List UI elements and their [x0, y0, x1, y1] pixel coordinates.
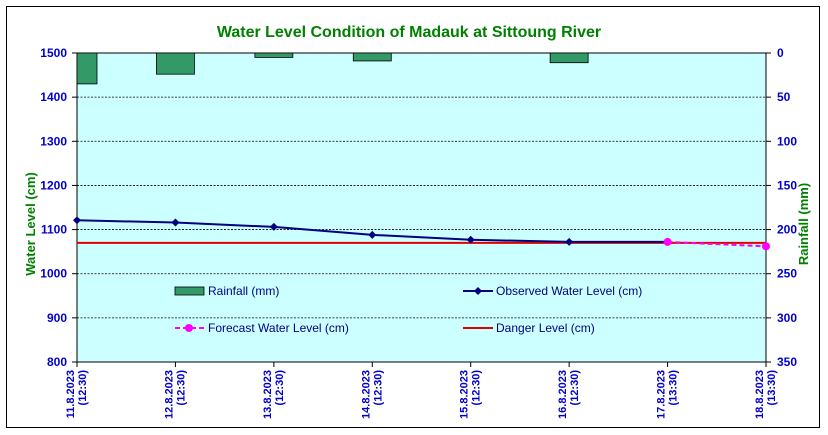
y2-tick-label: 0: [777, 46, 784, 60]
legend-forecast-label: Forecast Water Level (cm): [208, 321, 349, 335]
y-tick-label: 1500: [40, 46, 67, 60]
y-tick-label: 1300: [40, 134, 67, 148]
rainfall-bar: [76, 52, 98, 85]
chart-border: [6, 6, 820, 428]
x-tick-label: 18.8.2023(13:30): [754, 370, 778, 419]
y-tick-label: 1000: [40, 267, 67, 281]
x-tick-label-line: 13.8.2023: [262, 370, 274, 419]
x-tick-label-line: (12:30): [471, 370, 483, 406]
x-tick-label-line: (12:30): [175, 370, 187, 406]
observed-point: [565, 237, 574, 246]
forecast-point: [663, 237, 672, 246]
x-tick-label: 14.8.2023(12:30): [360, 370, 384, 419]
y2-tick-label: 150: [777, 178, 797, 192]
x-tick-label-line: (12:30): [569, 370, 581, 406]
plot-area: [76, 52, 767, 363]
chart-title: Water Level Condition of Madauk at Sitto…: [217, 24, 601, 41]
x-tick-label: 15.8.2023(12:30): [459, 370, 483, 419]
x-tick-label-line: 11.8.2023: [65, 370, 77, 418]
x-tick-label-line: (13:30): [766, 370, 778, 406]
observed-point: [269, 222, 278, 231]
rainfall-bar: [156, 52, 195, 75]
x-tick-label: 16.8.2023(12:30): [557, 370, 581, 419]
forecast-point: [762, 242, 770, 251]
y2-tick-label: 250: [777, 267, 797, 281]
y-tick-label: 1400: [40, 90, 67, 104]
observed-point: [73, 216, 81, 225]
x-tick-label: 11.8.2023(12:30): [65, 370, 89, 419]
rainfall-bar: [352, 52, 392, 62]
y-axis-title: Water Level (cm): [23, 172, 38, 276]
observed-point: [171, 218, 180, 227]
legend-observed-label: Observed Water Level (cm): [496, 284, 642, 298]
y-tick-label: 900: [47, 311, 67, 325]
x-tick-label: 12.8.2023(12:30): [163, 370, 187, 419]
x-tick-label-line: (12:30): [372, 370, 384, 406]
y2-tick-label: 300: [777, 311, 797, 325]
x-tick-label: 13.8.2023(12:30): [262, 370, 286, 419]
observed-point: [368, 230, 377, 239]
legend-forecast-marker: [185, 324, 193, 332]
y2-tick-label: 200: [777, 223, 797, 237]
y-tick-label: 1100: [41, 223, 67, 237]
y2-tick-label: 50: [777, 90, 791, 104]
x-tick-label-line: (13:30): [668, 370, 680, 406]
forecast-line: [667, 240, 767, 248]
x-tick-label-line: 15.8.2023: [459, 370, 471, 419]
rainfall-bar: [254, 52, 294, 58]
legend-rainfall-swatch: [174, 286, 205, 296]
x-tick-label-line: 14.8.2023: [360, 370, 372, 419]
x-tick-label-line: 17.8.2023: [656, 370, 668, 419]
x-tick-label-line: (12:30): [274, 370, 286, 406]
y-tick-label: 1200: [40, 178, 67, 192]
rainfall-bar: [549, 52, 589, 64]
x-tick-label-line: 18.8.2023: [754, 370, 766, 419]
x-tick-label: 17.8.2023(13:30): [656, 370, 680, 419]
legend-rainfall-label: Rainfall (mm): [208, 284, 279, 298]
y2-tick-label: 100: [777, 134, 797, 148]
y2-tick-label: 350: [777, 355, 797, 369]
x-tick-label-line: (12:30): [77, 370, 89, 406]
x-tick-label-line: 16.8.2023: [557, 370, 569, 419]
y2-axis-title: Rainfall (mm): [796, 183, 811, 265]
legend-danger-label: Danger Level (cm): [496, 321, 595, 335]
observed-point: [466, 235, 475, 244]
x-tick-label-line: 12.8.2023: [163, 370, 175, 419]
legend-observed-marker: [474, 287, 482, 295]
y-tick-label: 800: [47, 355, 67, 369]
